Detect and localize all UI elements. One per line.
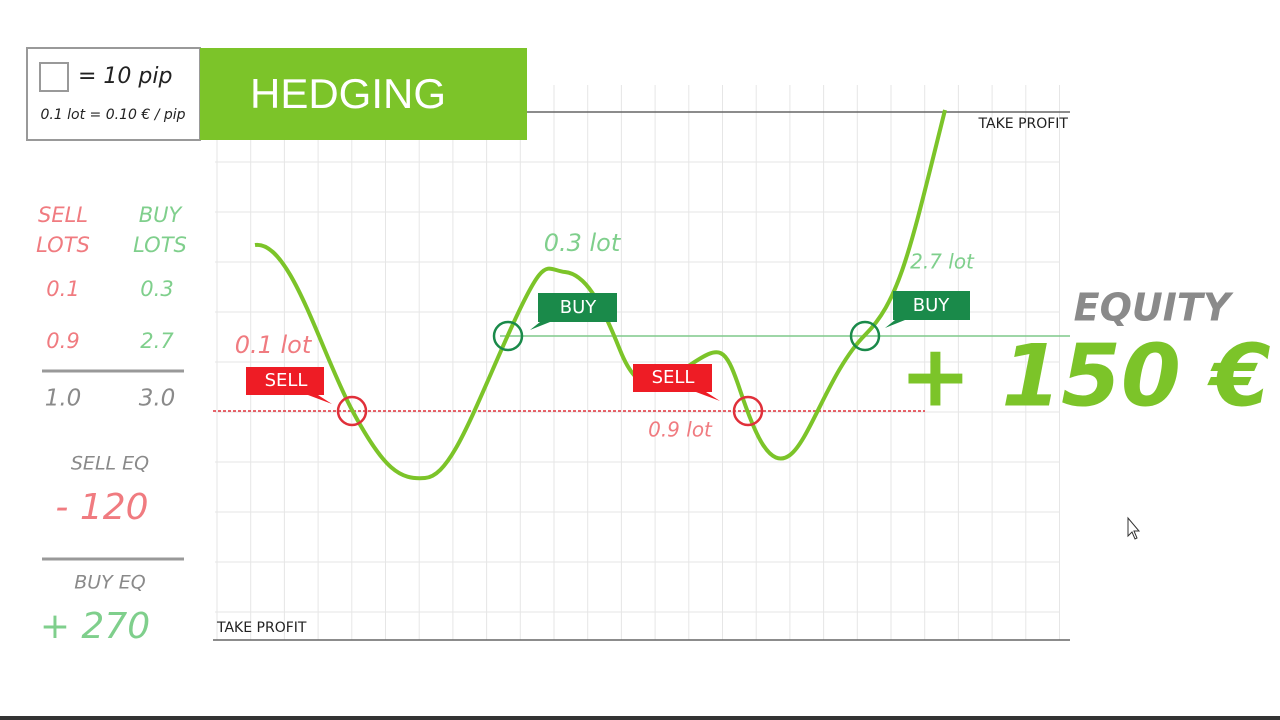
lot-label: 0.1 lot bbox=[235, 331, 313, 359]
sell-eq-label: SELL EQ bbox=[71, 453, 149, 475]
grid bbox=[215, 85, 1060, 640]
buy-header: LOTS bbox=[133, 233, 187, 257]
sell-entry bbox=[336, 395, 368, 427]
buy-entry bbox=[492, 320, 524, 352]
sell-header: SELL bbox=[38, 203, 88, 227]
sell-lot: 0.9 bbox=[46, 329, 79, 353]
cursor bbox=[1127, 516, 1141, 540]
tag-label: BUY bbox=[560, 297, 598, 318]
equity-label: EQUITY bbox=[1074, 286, 1234, 330]
lot-label: 0.9 lot bbox=[648, 418, 713, 442]
price-curve bbox=[254, 109, 947, 481]
take-profit-label: TAKE PROFIT bbox=[978, 116, 1069, 132]
tag-label: BUY bbox=[913, 295, 951, 316]
take-profit-label: TAKE PROFIT bbox=[216, 620, 307, 636]
legend-box bbox=[26, 47, 201, 141]
sell-tag bbox=[633, 364, 720, 401]
buy-tag bbox=[530, 293, 617, 330]
lot-label: 2.7 lot bbox=[910, 250, 975, 274]
buy-lot: 0.3 bbox=[140, 277, 173, 301]
tag-label: SELL bbox=[265, 370, 308, 391]
buy-header: BUY bbox=[139, 203, 184, 227]
tag-label: SELL bbox=[652, 367, 695, 388]
buy-eq-value: + 270 bbox=[40, 606, 150, 647]
sell-total: 1.0 bbox=[45, 386, 82, 412]
lot-label: 0.3 lot bbox=[544, 229, 622, 257]
sell-tag bbox=[246, 367, 332, 404]
sell-header: LOTS bbox=[36, 233, 90, 257]
bottom-bar bbox=[0, 716, 1280, 720]
sell-lot: 0.1 bbox=[46, 277, 79, 301]
title: HEDGING bbox=[250, 70, 446, 117]
lot-value: 0.1 lot = 0.10 € / pip bbox=[40, 107, 185, 123]
buy-entry bbox=[849, 320, 881, 352]
pip-label: = 10 pip bbox=[78, 64, 172, 89]
buy-total: 3.0 bbox=[139, 386, 176, 412]
title-banner bbox=[200, 48, 527, 140]
pip-square bbox=[39, 62, 69, 92]
equity-value: + 150 € bbox=[899, 326, 1270, 426]
sell-eq-value: - 120 bbox=[55, 487, 148, 528]
buy-lot: 2.7 bbox=[140, 329, 174, 353]
buy-tag bbox=[885, 291, 970, 328]
buy-eq-label: BUY EQ bbox=[74, 572, 146, 594]
sell-entry bbox=[732, 395, 764, 427]
